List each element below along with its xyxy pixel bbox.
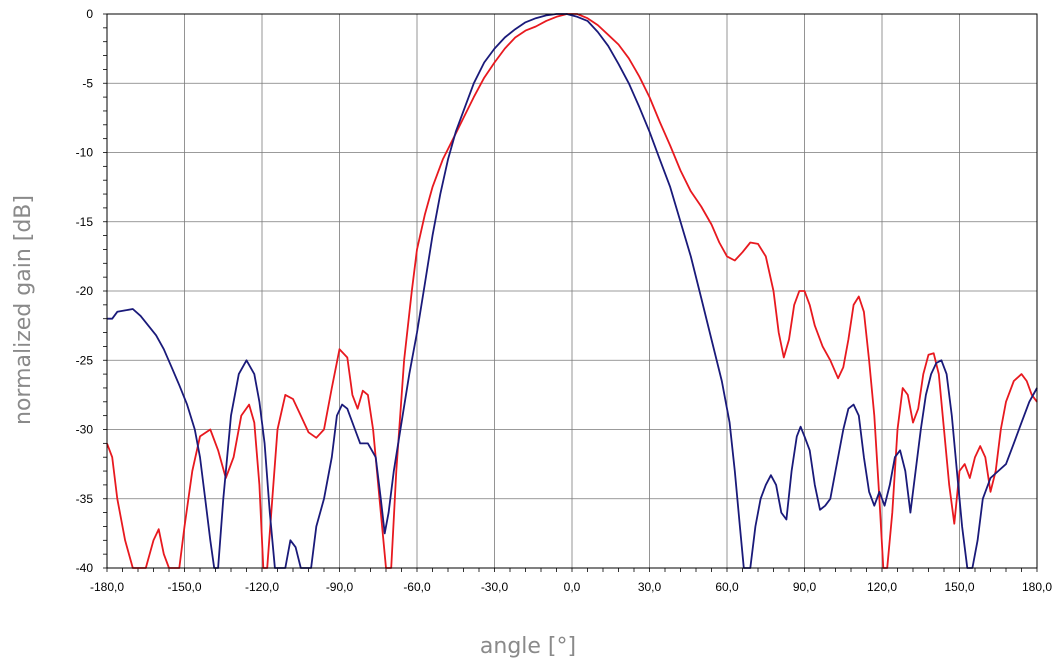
x-tick-labels: -180,0 -150,0 -120,0 -90,0 -60,0 -30,0 0,0 30,0… (90, 580, 1052, 594)
y-tick-label: -20 (76, 284, 94, 298)
series-line-2 (107, 13, 1038, 569)
x-tick-label: -60,0 (403, 580, 431, 594)
x-tick-label: -150,0 (167, 580, 201, 594)
y-tick-label: -35 (76, 492, 94, 506)
y-tick-label: -15 (76, 215, 94, 229)
minor-ticks (103, 13, 1038, 572)
plot-frame (106, 13, 1038, 569)
x-tick-label: -180,0 (90, 580, 124, 594)
x-tick-label: 60,0 (715, 580, 739, 594)
y-axis-title: normalized gain [dB] (11, 195, 36, 425)
x-tick-label: 90,0 (793, 580, 817, 594)
x-axis-title: angle [°] (480, 634, 576, 659)
y-tick-labels: 0 -5 -10 -15 -20 -25 -30 -35 -40 (76, 7, 94, 575)
y-tick-label: -40 (76, 561, 94, 575)
x-tick-label: 150,0 (944, 580, 974, 594)
y-tick-label: -5 (82, 76, 93, 90)
x-tick-label: 30,0 (638, 580, 662, 594)
y-tick-label: -25 (76, 353, 94, 367)
y-tick-label: -30 (76, 423, 94, 437)
y-tick-label: -10 (76, 146, 94, 160)
x-tick-label: -120,0 (245, 580, 279, 594)
x-tick-label: 120,0 (867, 580, 897, 594)
x-tick-label: 180,0 (1022, 580, 1052, 594)
x-tick-label: -90,0 (326, 580, 354, 594)
x-tick-label: -30,0 (481, 580, 509, 594)
y-tick-label: 0 (86, 7, 93, 21)
x-tick-label: 0,0 (564, 580, 581, 594)
